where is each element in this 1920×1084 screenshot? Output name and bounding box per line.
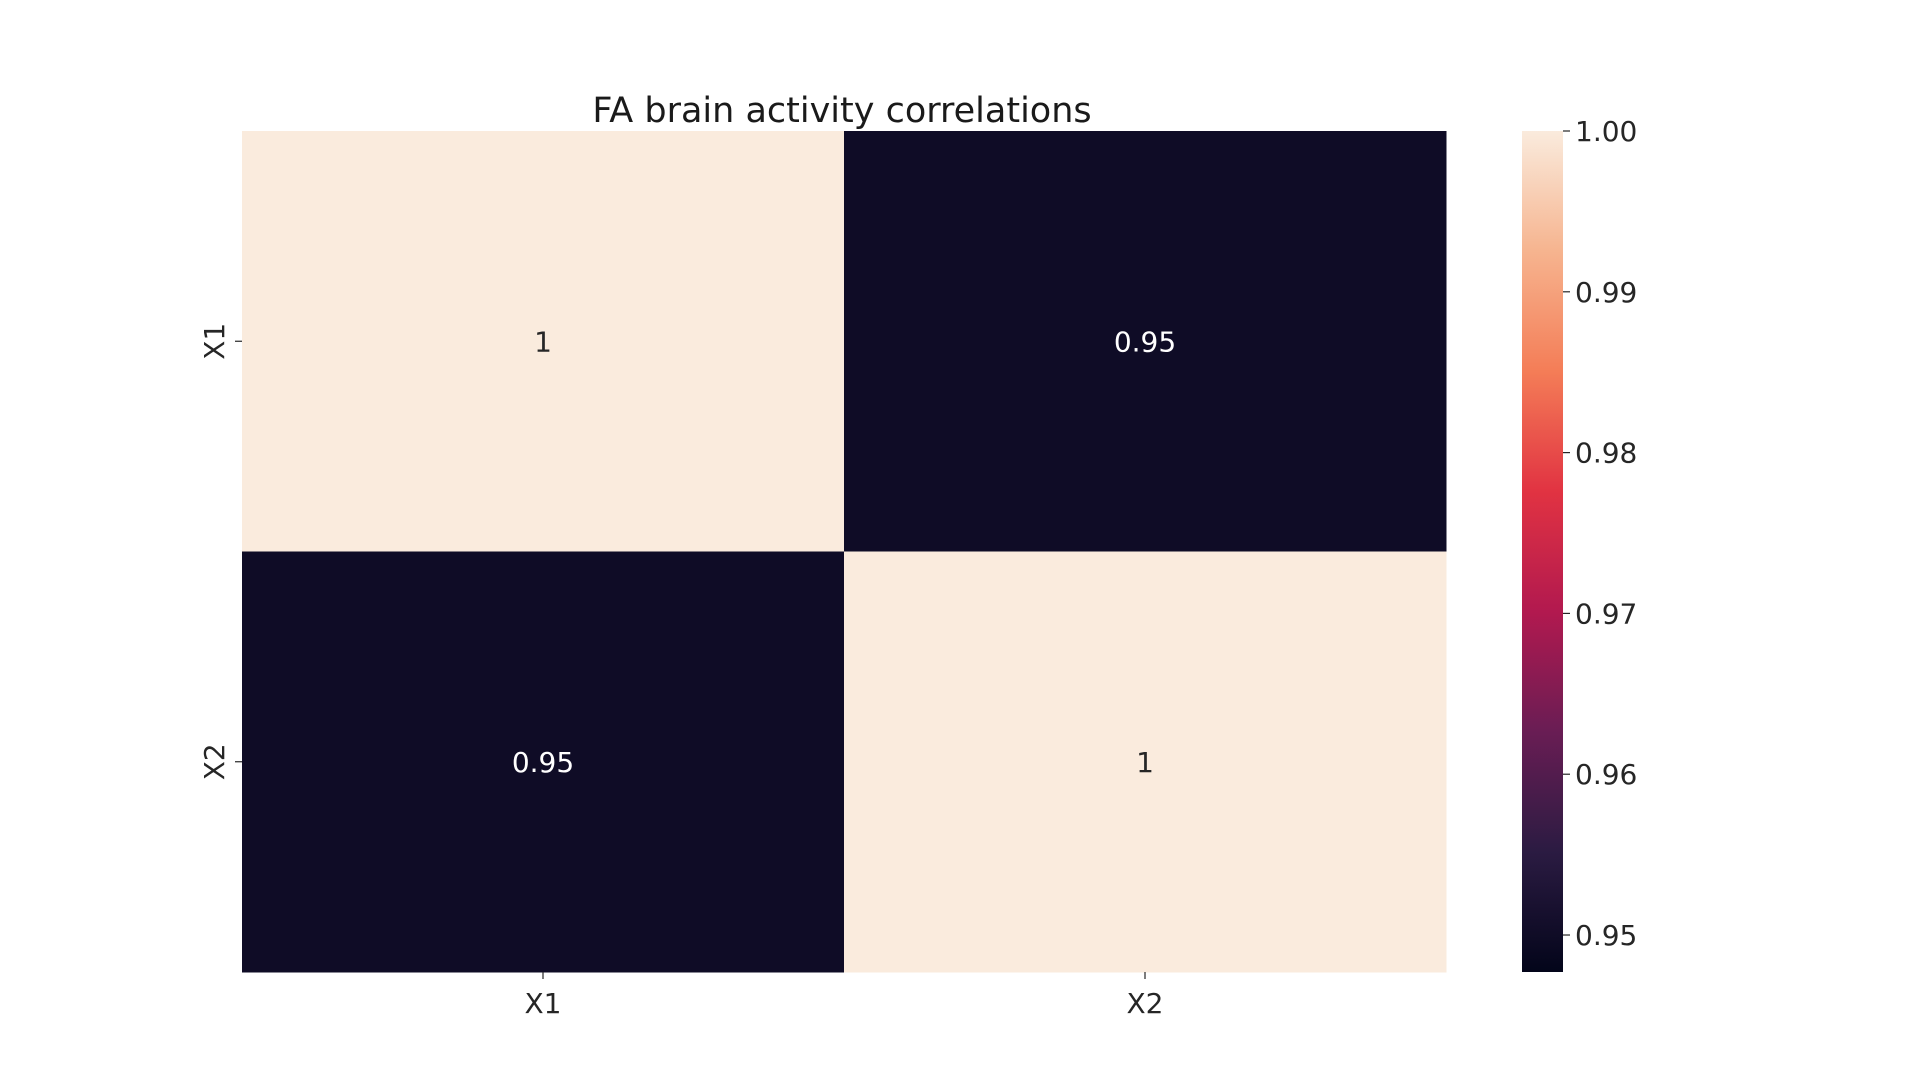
y-tick-label-x2: X2 bbox=[198, 743, 231, 780]
heatmap-cells: 1 0.95 0.95 1 bbox=[242, 131, 1447, 973]
x-tick-label-x1: X1 bbox=[525, 987, 562, 1020]
colorbar-tick-label: 1.00 bbox=[1575, 115, 1637, 148]
colorbar-gradient bbox=[1522, 131, 1563, 972]
y-tick-label-x1: X1 bbox=[198, 323, 231, 360]
cell-annotation-0-1: 0.95 bbox=[1114, 325, 1176, 358]
heatmap-cell-0-0 bbox=[242, 131, 845, 552]
heatmap-cell-1-1 bbox=[844, 551, 1447, 973]
x-tick-label-x2: X2 bbox=[1127, 987, 1164, 1020]
cell-annotation-1-0: 0.95 bbox=[512, 746, 574, 779]
heatmap-cell-1-0 bbox=[242, 551, 845, 973]
heatmap-cell-0-1 bbox=[844, 131, 1447, 552]
colorbar-tick-label: 0.95 bbox=[1575, 919, 1637, 952]
chart-title: FA brain activity correlations bbox=[592, 91, 1091, 131]
y-axis-ticks: X1 X2 bbox=[198, 323, 242, 780]
cell-annotation-1-1: 1 bbox=[1136, 746, 1154, 779]
colorbar-tick-label: 0.97 bbox=[1575, 597, 1637, 630]
colorbar: 0.95 0.96 0.97 0.98 0.99 1.00 bbox=[1522, 115, 1637, 972]
cell-annotation-0-0: 1 bbox=[534, 325, 552, 358]
colorbar-tick-label: 0.96 bbox=[1575, 758, 1637, 791]
colorbar-tick-label: 0.99 bbox=[1575, 276, 1637, 309]
colorbar-tick-label: 0.98 bbox=[1575, 437, 1637, 470]
x-axis-ticks: X1 X2 bbox=[525, 972, 1164, 1020]
